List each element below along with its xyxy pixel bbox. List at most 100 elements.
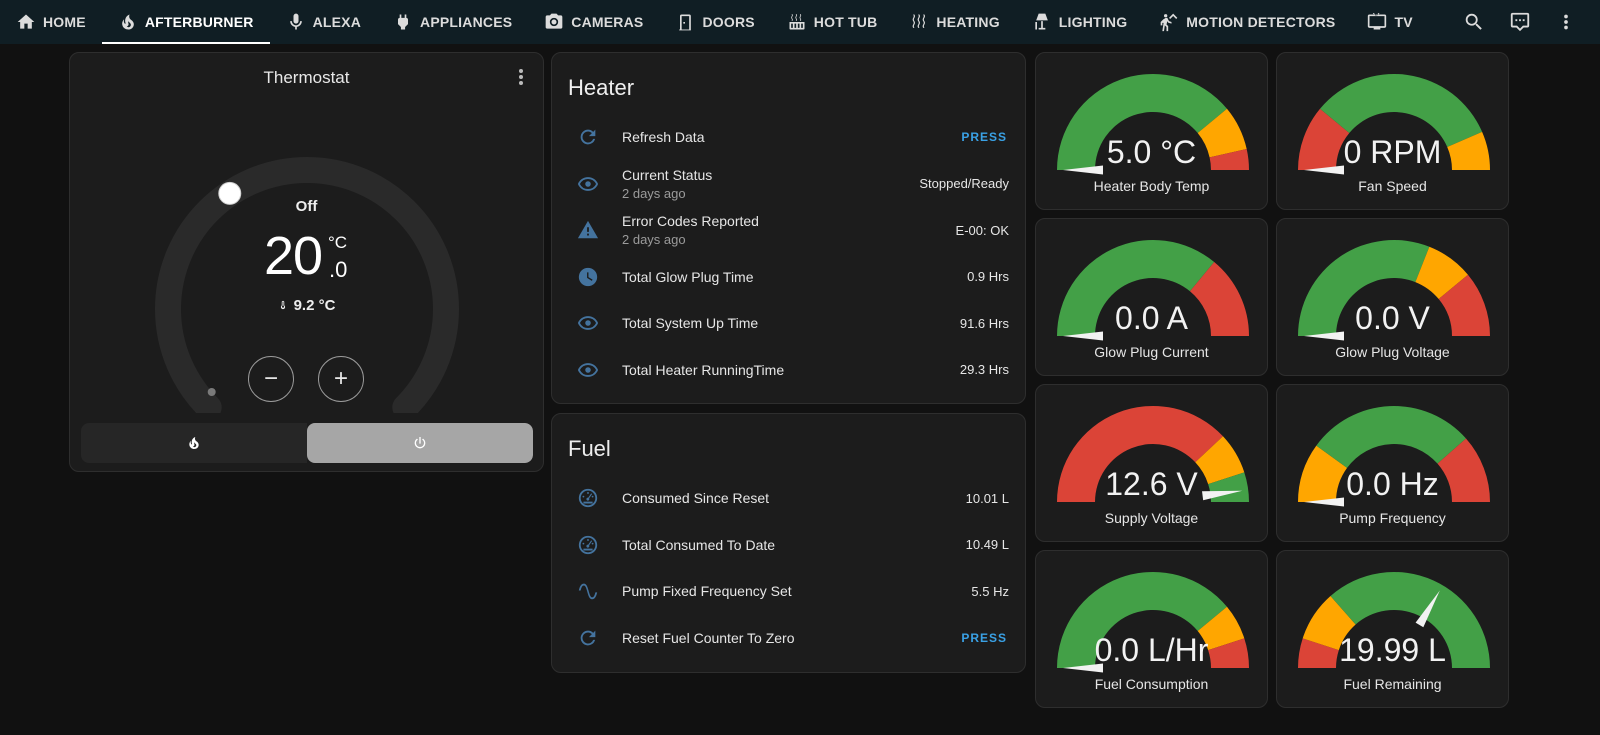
entity-row-total-heater-runningtime[interactable]: Total Heater RunningTime 29.3 Hrs (552, 348, 1025, 392)
entity-text: Pump Fixed Frequency Set (622, 583, 792, 599)
gauge-arc (1298, 239, 1490, 341)
entity-row-total-system-up-time[interactable]: Total System Up Time 91.6 Hrs (552, 301, 1025, 345)
entity-row-reset-fuel-counter-to-zero[interactable]: Reset Fuel Counter To Zero PRESS (552, 616, 1025, 660)
entity-row-total-glow-plug-time[interactable]: Total Glow Plug Time 0.9 Hrs (552, 255, 1025, 299)
entity-text: Reset Fuel Counter To Zero (622, 630, 795, 646)
entity-icon (576, 358, 600, 382)
press-button[interactable]: PRESS (961, 630, 1007, 645)
entity-state: 29.3 Hrs (959, 362, 1009, 377)
entity-icon (576, 265, 600, 289)
tab-home[interactable]: HOME (0, 0, 102, 44)
entity-row-refresh-data[interactable]: Refresh Data PRESS (552, 115, 1025, 159)
gauge-segment-green (1316, 406, 1467, 468)
fire-icon (118, 12, 138, 32)
entity-icon (576, 311, 600, 335)
search-icon[interactable] (1462, 10, 1486, 34)
entity-row-current-status[interactable]: Current Status 2 days ago Stopped/Ready (552, 162, 1025, 206)
gauge-value: 0.0 L/Hr (1094, 632, 1209, 668)
floor-lamp-icon (1032, 12, 1052, 32)
entity-state: E-00: OK (955, 222, 1009, 238)
thermostat-menu-icon[interactable] (513, 67, 529, 87)
target-temperature: 20 (264, 226, 323, 286)
entity-name: Refresh Data (622, 129, 705, 145)
gauge-needle (1304, 165, 1344, 175)
hot-tub-icon (787, 12, 807, 32)
clock-icon (577, 266, 599, 288)
entity-state: 0.9 Hrs (967, 269, 1009, 284)
tab-lighting[interactable]: LIGHTING (1016, 0, 1143, 44)
entity-icon (576, 486, 600, 510)
gauge-arc (1057, 240, 1249, 341)
gauge-arc (1057, 74, 1249, 175)
increase-temperature-button[interactable]: + (318, 356, 364, 402)
tab-alexa[interactable]: ALEXA (270, 0, 377, 44)
entity-icon (576, 626, 600, 650)
off-mode-button[interactable] (307, 423, 533, 463)
tab-label: CAMERAS (571, 14, 644, 30)
gauge-icon (577, 534, 599, 556)
gauge-card-pump-frequency[interactable]: 0.0 Hz Pump Frequency (1276, 384, 1509, 542)
tab-heating[interactable]: HEATING (893, 0, 1015, 44)
entity-text: Total Glow Plug Time (622, 269, 754, 285)
entity-state: 10.01 L (965, 490, 1009, 506)
entity-row-pump-fixed-frequency-set[interactable]: Pump Fixed Frequency Set 5.5 Hz (552, 569, 1025, 613)
gauge-name: Fuel Consumption (1094, 676, 1209, 692)
gauge-arc (1298, 572, 1490, 668)
gauge-card-fan-speed[interactable]: 0 RPM Fan Speed (1276, 52, 1509, 210)
decrease-temperature-button[interactable]: − (248, 356, 294, 402)
tab-appliances[interactable]: APPLIANCES (377, 0, 528, 44)
heat-mode-button[interactable] (81, 423, 307, 463)
tab-cameras[interactable]: CAMERAS (528, 0, 659, 44)
assist-chat-icon[interactable] (1508, 10, 1532, 34)
gauge-name: Glow Plug Voltage (1335, 344, 1450, 360)
gauge-card-supply-voltage[interactable]: 12.6 V Supply Voltage (1035, 384, 1268, 542)
entity-state: 10.49 L (965, 537, 1009, 552)
entity-last-changed: 2 days ago (622, 185, 686, 201)
press-button[interactable]: PRESS (961, 130, 1007, 144)
entity-state: Stopped/Ready (919, 176, 1009, 191)
tab-label: DOORS (702, 14, 755, 30)
home-icon (16, 12, 36, 32)
entity-row-consumed-since-reset[interactable]: Consumed Since Reset 10.01 L (552, 476, 1025, 520)
tab-doors[interactable]: DOORS (659, 0, 770, 44)
dial-handle[interactable] (218, 181, 242, 205)
gauge-card-fuel-consumption[interactable]: 0.0 L/Hr Fuel Consumption (1035, 550, 1268, 708)
entity-name: Total Consumed To Date (622, 536, 776, 553)
power-icon (412, 435, 428, 451)
entity-row-error-codes-reported[interactable]: Error Codes Reported 2 days ago E-00: OK (552, 208, 1025, 252)
power-plug-icon (393, 12, 413, 32)
gauge-value: 0.0 Hz (1346, 466, 1439, 502)
gauge-segment-green (1330, 572, 1490, 668)
flame-icon (186, 435, 202, 451)
gauge-name: Pump Frequency (1339, 510, 1446, 526)
gauge-segment-yellow (1302, 595, 1356, 651)
gauge-card-glow-plug-voltage[interactable]: 0.0 V Glow Plug Voltage (1276, 218, 1509, 376)
dial-track (155, 157, 459, 413)
heater-title: Heater (568, 75, 635, 100)
door-icon (675, 12, 695, 32)
gauge-name: Supply Voltage (1104, 510, 1199, 526)
thermostat-dial[interactable] (70, 53, 545, 413)
entity-name: Reset Fuel Counter To Zero (622, 629, 795, 646)
entity-row-total-consumed-to-date[interactable]: Total Consumed To Date 10.49 L (552, 523, 1025, 567)
toolbar-actions (1462, 0, 1600, 44)
entity-icon (576, 125, 600, 149)
tab-afterburner[interactable]: AFTERBURNER (101, 0, 270, 44)
gauge-name: Glow Plug Current (1094, 344, 1209, 360)
more-vert-icon[interactable] (1554, 10, 1578, 34)
gauge-segment-red (1209, 149, 1249, 170)
gauge-card-heater-body-temp[interactable]: 5.0 °C Heater Body Temp (1035, 52, 1268, 210)
tab-label: HOT TUB (813, 14, 878, 30)
camera-icon (544, 12, 564, 32)
gauge-icon (577, 487, 599, 509)
gauge-card-glow-plug-current[interactable]: 0.0 A Glow Plug Current (1035, 218, 1268, 376)
tab-hot-tub[interactable]: HOT TUB (771, 0, 894, 44)
gauge-segment-yellow (1195, 436, 1245, 485)
gauge-card-fuel-remaining[interactable]: 19.99 L Fuel Remaining (1276, 550, 1509, 708)
tab-label: APPLIANCES (420, 14, 513, 30)
thermostat-title: Thermostat (263, 68, 350, 87)
microphone-icon (286, 12, 306, 32)
tab-motion-detectors[interactable]: MOTION DETECTORS (1143, 0, 1351, 44)
tab-tv[interactable]: TV (1351, 0, 1428, 44)
gauge-value: 0 RPM (1343, 134, 1442, 170)
